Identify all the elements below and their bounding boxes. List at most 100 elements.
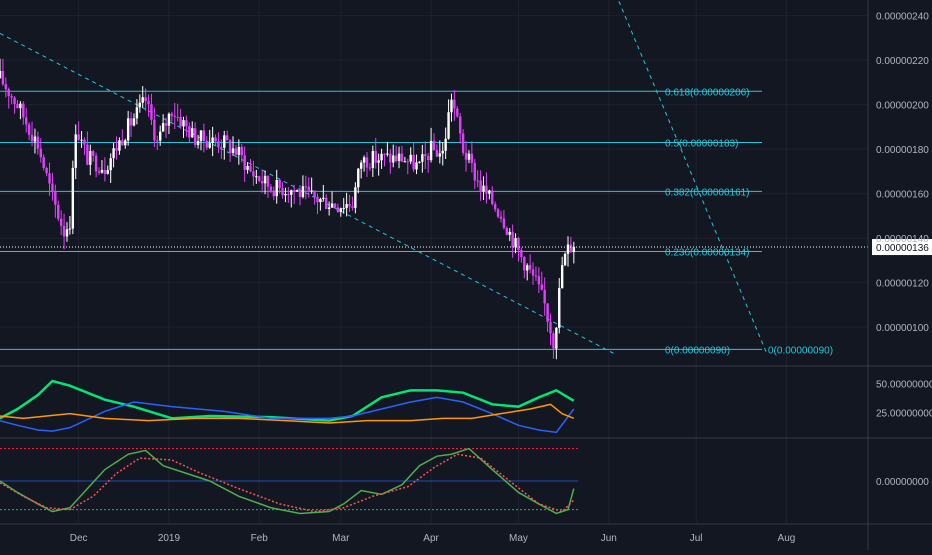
candle-body xyxy=(269,186,273,191)
candle-body xyxy=(362,157,366,163)
fib-level-label: 0.236(0.00000134) xyxy=(665,247,750,258)
price-tick-label: 0.00000240 xyxy=(876,12,929,23)
candle-body xyxy=(499,216,503,219)
candle-body xyxy=(147,101,150,105)
dmi-tick-label: 25.00000000 xyxy=(876,409,932,420)
candle-body xyxy=(260,181,264,184)
candle-body xyxy=(191,128,194,138)
candle-body xyxy=(549,321,552,334)
candle-body xyxy=(371,150,375,168)
price-panel[interactable]: 0.618(0.00000206) 0.5(0.00000183) 0.382(0.… xyxy=(0,0,868,360)
candle-body xyxy=(546,303,549,322)
candle-body xyxy=(19,103,22,109)
candle-body xyxy=(263,175,267,184)
candle-body xyxy=(421,154,424,162)
candle-body xyxy=(231,148,235,153)
candle-body xyxy=(496,209,500,217)
price-tick-label: 0.00000180 xyxy=(876,145,929,156)
candle-body xyxy=(205,140,209,148)
candle-body xyxy=(106,170,109,174)
candle-body xyxy=(217,141,220,148)
candle-body xyxy=(109,158,112,171)
candle-body xyxy=(447,112,450,139)
time-tick-label: Dec xyxy=(70,533,88,544)
candle-body xyxy=(86,144,89,165)
candle-body xyxy=(1,70,5,85)
candle-body xyxy=(208,143,211,148)
candle-body xyxy=(415,162,418,170)
candle-body xyxy=(83,139,86,145)
candle-body xyxy=(287,194,290,196)
candle-body xyxy=(473,163,476,181)
trend-line xyxy=(0,32,615,355)
candle-body xyxy=(368,167,372,169)
dmi-panel[interactable] xyxy=(0,379,575,434)
candle-body xyxy=(161,123,165,132)
candle-body xyxy=(164,123,168,126)
candle-body xyxy=(552,333,555,349)
candle-body xyxy=(74,134,77,168)
candle-body xyxy=(129,118,133,126)
candle-body xyxy=(511,231,514,248)
candle-body xyxy=(258,176,261,181)
candle-body xyxy=(333,203,337,208)
osc-series-signal xyxy=(0,453,575,513)
candle-body xyxy=(138,102,142,108)
candle-body xyxy=(185,120,188,127)
candle-body xyxy=(397,153,401,161)
candle-body xyxy=(4,84,8,90)
candle-body xyxy=(461,133,465,153)
candle-body xyxy=(199,130,203,142)
candle-body xyxy=(479,180,482,192)
candle-body xyxy=(292,190,296,192)
price-tick-label: 0.00000200 xyxy=(876,101,929,112)
dmi-series-adx xyxy=(0,403,575,424)
candle-body xyxy=(167,113,171,126)
candle-body xyxy=(13,97,16,105)
candle-body xyxy=(188,126,191,138)
candle-body xyxy=(275,179,278,197)
candle-body xyxy=(126,118,130,141)
oscillator-panel[interactable] xyxy=(0,447,578,515)
price-tick-label: 0.00000140 xyxy=(876,234,929,245)
candle-body xyxy=(112,148,115,159)
last-price-value: 0.00000136 xyxy=(876,243,929,254)
candle-body xyxy=(438,153,442,157)
trend-line xyxy=(617,0,767,352)
candle-body xyxy=(453,99,456,109)
candle-body xyxy=(377,160,380,163)
candle-body xyxy=(240,146,243,156)
candle-body xyxy=(560,265,564,289)
osc-series-main xyxy=(0,447,575,515)
price-tick-label: 0.00000100 xyxy=(876,323,929,334)
candle-body xyxy=(214,137,217,142)
candle-body xyxy=(234,148,238,155)
candle-body xyxy=(386,153,389,155)
candle-body xyxy=(290,190,293,195)
candle-body xyxy=(51,183,54,192)
candle-body xyxy=(30,134,34,142)
candle-body xyxy=(42,157,45,169)
candle-body xyxy=(7,89,10,97)
time-tick-label: Feb xyxy=(251,533,269,544)
candle-body xyxy=(558,288,561,328)
candle-body xyxy=(246,165,249,170)
candle-body xyxy=(65,229,69,237)
last-price-badge xyxy=(872,239,932,256)
candle-body xyxy=(450,99,453,113)
candle-body xyxy=(220,147,223,149)
candle-body xyxy=(342,208,345,210)
candle-body xyxy=(54,191,57,205)
candle-body xyxy=(278,179,281,189)
candle-body xyxy=(284,194,287,196)
candle-body xyxy=(196,141,200,145)
candle-body xyxy=(266,175,270,187)
candle-body xyxy=(295,190,299,192)
dmi-series-minus xyxy=(0,396,575,434)
price-tick-label: 0.00000220 xyxy=(876,56,929,67)
candle-body xyxy=(252,171,255,177)
candle-body xyxy=(426,156,430,161)
